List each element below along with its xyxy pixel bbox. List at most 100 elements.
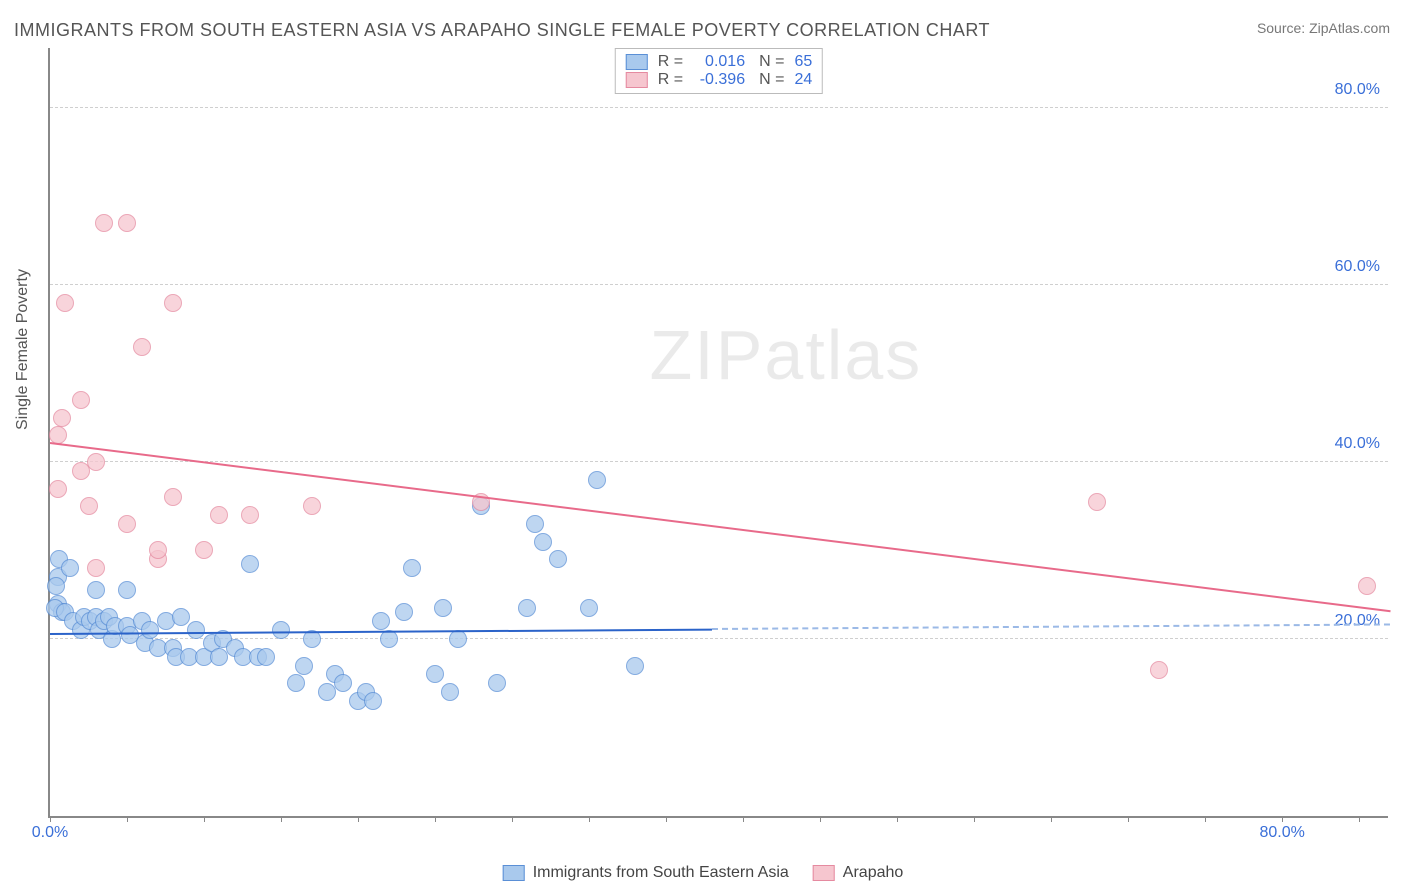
gridline bbox=[50, 107, 1388, 108]
n-label: N = bbox=[759, 53, 784, 71]
x-minor-tick bbox=[820, 816, 821, 822]
data-point bbox=[47, 577, 65, 595]
data-point bbox=[588, 471, 606, 489]
x-minor-tick bbox=[435, 816, 436, 822]
data-point bbox=[1088, 493, 1106, 511]
r-value: 0.016 bbox=[689, 53, 745, 71]
x-minor-tick bbox=[974, 816, 975, 822]
data-point bbox=[434, 599, 452, 617]
data-point bbox=[257, 648, 275, 666]
gridline bbox=[50, 638, 1388, 639]
y-tick-label: 60.0% bbox=[1335, 258, 1380, 276]
source-label: Source: ZipAtlas.com bbox=[1257, 20, 1390, 36]
x-minor-tick bbox=[281, 816, 282, 822]
legend-stats: R =0.016N =65R =-0.396N =24 bbox=[615, 48, 823, 94]
data-point bbox=[403, 559, 421, 577]
data-point bbox=[195, 541, 213, 559]
y-tick-label: 80.0% bbox=[1335, 81, 1380, 99]
data-point bbox=[449, 630, 467, 648]
data-point bbox=[133, 338, 151, 356]
legend-swatch bbox=[626, 72, 648, 88]
data-point bbox=[303, 497, 321, 515]
data-point bbox=[488, 674, 506, 692]
data-point bbox=[164, 488, 182, 506]
n-value: 65 bbox=[794, 53, 812, 71]
legend-swatch bbox=[626, 54, 648, 70]
watermark: ZIPatlas bbox=[650, 315, 923, 395]
data-point bbox=[53, 409, 71, 427]
chart-container: IMMIGRANTS FROM SOUTH EASTERN ASIA VS AR… bbox=[0, 0, 1406, 892]
x-minor-tick bbox=[204, 816, 205, 822]
data-point bbox=[395, 603, 413, 621]
data-point bbox=[441, 683, 459, 701]
x-minor-tick bbox=[127, 816, 128, 822]
x-minor-tick bbox=[743, 816, 744, 822]
data-point bbox=[118, 214, 136, 232]
x-minor-tick bbox=[1359, 816, 1360, 822]
data-point bbox=[272, 621, 290, 639]
data-point bbox=[149, 541, 167, 559]
data-point bbox=[87, 453, 105, 471]
data-point bbox=[287, 674, 305, 692]
data-point bbox=[95, 214, 113, 232]
legend-item: Arapaho bbox=[813, 864, 904, 882]
data-point bbox=[372, 612, 390, 630]
data-point bbox=[49, 480, 67, 498]
r-value: -0.396 bbox=[689, 71, 745, 89]
data-point bbox=[549, 550, 567, 568]
r-label: R = bbox=[658, 53, 683, 71]
data-point bbox=[187, 621, 205, 639]
data-point bbox=[241, 555, 259, 573]
gridline bbox=[50, 284, 1388, 285]
plot-area: ZIPatlas R =0.016N =65R =-0.396N =24 20.… bbox=[48, 48, 1388, 818]
data-point bbox=[172, 608, 190, 626]
data-point bbox=[80, 497, 98, 515]
x-minor-tick bbox=[358, 816, 359, 822]
data-point bbox=[518, 599, 536, 617]
legend-row: R = 0.016 N = 65 bbox=[626, 53, 812, 71]
x-minor-tick bbox=[666, 816, 667, 822]
gridline bbox=[50, 461, 1388, 462]
data-point bbox=[87, 559, 105, 577]
data-point bbox=[210, 506, 228, 524]
trend-line bbox=[50, 442, 1390, 612]
legend-label: Arapaho bbox=[843, 864, 904, 882]
trend-line bbox=[712, 624, 1390, 631]
x-minor-tick bbox=[589, 816, 590, 822]
x-minor-tick bbox=[1205, 816, 1206, 822]
data-point bbox=[61, 559, 79, 577]
y-axis-label: Single Female Poverty bbox=[14, 269, 32, 430]
legend-row: R =-0.396N =24 bbox=[626, 71, 812, 89]
data-point bbox=[56, 294, 74, 312]
data-point bbox=[72, 391, 90, 409]
x-minor-tick bbox=[1128, 816, 1129, 822]
r-label: R = bbox=[658, 71, 683, 89]
x-minor-tick bbox=[1051, 816, 1052, 822]
legend-swatch bbox=[813, 865, 835, 881]
x-tick-label: 80.0% bbox=[1259, 824, 1304, 842]
data-point bbox=[118, 581, 136, 599]
x-minor-tick bbox=[1282, 816, 1283, 822]
data-point bbox=[1150, 661, 1168, 679]
data-point bbox=[241, 506, 259, 524]
legend-label: Immigrants from South Eastern Asia bbox=[533, 864, 789, 882]
data-point bbox=[334, 674, 352, 692]
n-label: N = bbox=[759, 71, 784, 89]
chart-title: IMMIGRANTS FROM SOUTH EASTERN ASIA VS AR… bbox=[14, 20, 990, 41]
data-point bbox=[426, 665, 444, 683]
data-point bbox=[626, 657, 644, 675]
x-minor-tick bbox=[50, 816, 51, 822]
data-point bbox=[118, 515, 136, 533]
data-point bbox=[534, 533, 552, 551]
x-minor-tick bbox=[897, 816, 898, 822]
legend-swatch bbox=[503, 865, 525, 881]
data-point bbox=[580, 599, 598, 617]
data-point bbox=[364, 692, 382, 710]
y-tick-label: 20.0% bbox=[1335, 612, 1380, 630]
data-point bbox=[526, 515, 544, 533]
legend-item: Immigrants from South Eastern Asia bbox=[503, 864, 789, 882]
data-point bbox=[1358, 577, 1376, 595]
x-tick-label: 0.0% bbox=[32, 824, 68, 842]
legend-bottom: Immigrants from South Eastern Asia Arapah… bbox=[503, 864, 904, 882]
y-tick-label: 40.0% bbox=[1335, 435, 1380, 453]
